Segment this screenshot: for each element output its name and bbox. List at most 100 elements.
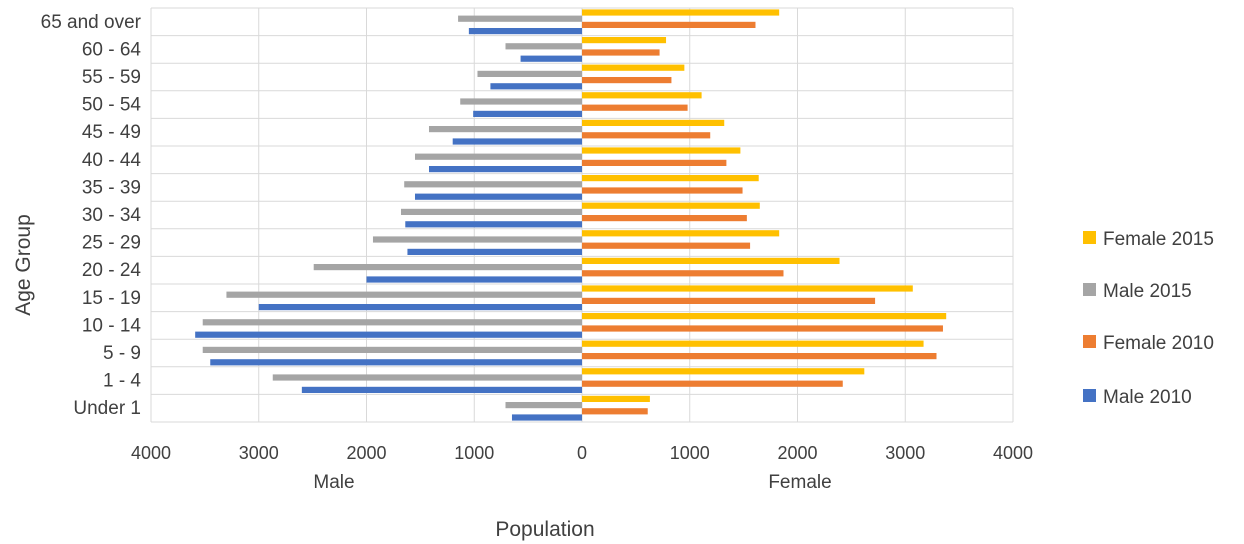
bar-female-2015 — [582, 313, 947, 320]
bar-female-2015 — [582, 340, 924, 347]
bar-male-2010 — [195, 331, 583, 338]
bar-female-2010 — [582, 353, 937, 360]
bar-male-2010 — [511, 414, 582, 421]
bar-female-2010 — [582, 104, 688, 111]
bar-female-2015 — [582, 37, 667, 44]
bar-male-2010 — [468, 28, 582, 35]
legend-swatch — [1083, 231, 1096, 244]
age-group-label: 1 - 4 — [103, 371, 141, 392]
bar-male-2015 — [414, 153, 582, 160]
bar-female-2015 — [582, 257, 840, 264]
x-tick-label: 2000 — [346, 443, 386, 463]
bar-male-2010 — [452, 138, 582, 145]
bar-male-2010 — [428, 166, 582, 173]
bar-male-2010 — [210, 359, 582, 366]
bar-female-2010 — [582, 49, 660, 56]
x-tick-label: 1000 — [670, 443, 710, 463]
bar-female-2015 — [582, 395, 650, 402]
bar-male-2010 — [366, 276, 582, 283]
age-group-label: 55 - 59 — [82, 67, 141, 88]
bar-male-2010 — [407, 248, 582, 255]
x-tick-label: 2000 — [777, 443, 817, 463]
bar-male-2015 — [458, 15, 582, 22]
age-group-label: 30 - 34 — [82, 205, 142, 226]
legend: Female 2015 Male 2015 Female 2010 Male 2010 — [1083, 229, 1214, 408]
legend-label: Female 2010 — [1103, 333, 1214, 354]
legend-label: Female 2015 — [1103, 229, 1214, 250]
bar-female-2015 — [582, 230, 780, 237]
bar-male-2015 — [460, 98, 582, 105]
bar-male-2015 — [404, 181, 582, 188]
bar-female-2015 — [582, 147, 741, 154]
x-tick-label: 3000 — [885, 443, 925, 463]
legend-swatch — [1083, 389, 1096, 402]
legend-swatch — [1083, 335, 1096, 348]
bar-male-2015 — [202, 346, 582, 353]
bar-male-2015 — [477, 70, 582, 77]
bar-female-2010 — [582, 132, 711, 139]
age-group-label: 45 - 49 — [82, 122, 141, 143]
bar-male-2010 — [258, 304, 582, 311]
bar-male-2010 — [520, 55, 582, 62]
female-side-label: Female — [768, 472, 831, 493]
bar-female-2010 — [582, 270, 784, 277]
x-tick-labels: 4000 3000 2000 1000 0 1000 2000 3000 4000 — [131, 443, 1033, 463]
bar-male-2010 — [473, 110, 582, 117]
age-group-label: Under 1 — [73, 398, 141, 419]
bar-female-2015 — [582, 285, 913, 292]
y-axis-title: Age Group — [12, 214, 35, 316]
bar-male-2015 — [372, 236, 582, 243]
bar-female-2010 — [582, 242, 751, 249]
gridlines — [150, 7, 1014, 423]
bar-female-2015 — [582, 119, 725, 126]
bar-male-2010 — [490, 83, 582, 90]
bar-female-2010 — [582, 408, 648, 415]
bar-male-2010 — [405, 221, 582, 228]
age-group-label: 40 - 44 — [82, 150, 142, 171]
x-tick-label: 3000 — [239, 443, 279, 463]
bar-female-2010 — [582, 187, 743, 194]
age-group-label: 35 - 39 — [82, 177, 141, 198]
bar-female-2015 — [582, 202, 760, 209]
bar-male-2015 — [272, 374, 582, 381]
age-group-labels: 65 and over 60 - 64 55 - 59 50 - 54 45 - 49 4… — [41, 12, 142, 419]
male-side-label: Male — [313, 472, 354, 493]
x-tick-label: 4000 — [131, 443, 171, 463]
bar-female-2015 — [582, 9, 780, 16]
bar-male-2015 — [226, 291, 583, 298]
bar-female-2010 — [582, 21, 756, 28]
legend-swatch — [1083, 283, 1096, 296]
x-tick-label: 4000 — [993, 443, 1033, 463]
bars — [195, 9, 947, 421]
bar-female-2015 — [582, 368, 865, 375]
bar-male-2015 — [202, 319, 582, 326]
bar-male-2010 — [301, 386, 582, 393]
bar-female-2010 — [582, 159, 727, 166]
bar-male-2015 — [313, 264, 582, 271]
bar-female-2010 — [582, 325, 943, 332]
bar-female-2015 — [582, 175, 759, 182]
x-tick-label: 1000 — [454, 443, 494, 463]
bar-female-2015 — [582, 92, 702, 99]
age-group-label: 20 - 24 — [82, 260, 142, 281]
bar-female-2010 — [582, 380, 843, 387]
bar-male-2015 — [505, 402, 582, 409]
bar-female-2010 — [582, 297, 876, 304]
bar-female-2015 — [582, 64, 685, 71]
age-group-label: 5 - 9 — [103, 343, 141, 364]
bar-male-2015 — [505, 43, 582, 50]
bar-male-2010 — [414, 193, 582, 200]
age-group-label: 50 - 54 — [82, 95, 142, 116]
age-group-label: 60 - 64 — [82, 39, 142, 60]
bar-male-2015 — [428, 126, 582, 133]
legend-label: Male 2015 — [1103, 281, 1192, 302]
bar-male-2015 — [400, 208, 582, 215]
age-group-label: 65 and over — [41, 12, 142, 33]
age-group-label: 25 - 29 — [82, 233, 141, 254]
x-tick-label: 0 — [577, 443, 587, 463]
bar-female-2010 — [582, 215, 747, 222]
x-axis-title: Population — [495, 518, 594, 541]
bar-female-2010 — [582, 77, 672, 84]
age-group-label: 15 - 19 — [82, 288, 141, 309]
